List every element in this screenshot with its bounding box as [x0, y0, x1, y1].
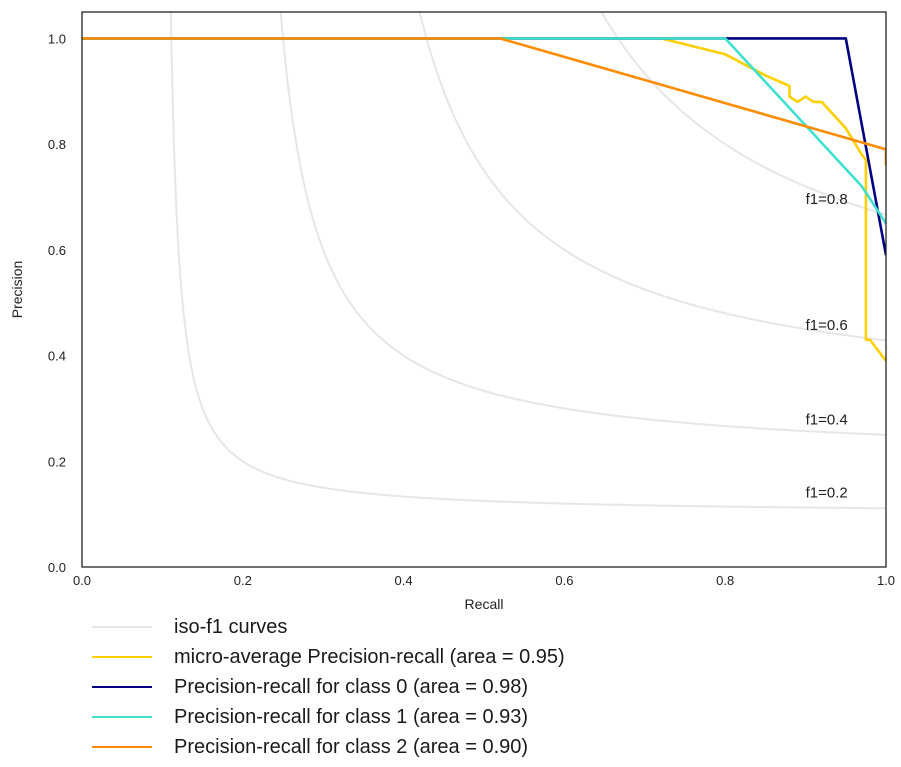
legend-swatch [92, 626, 152, 628]
legend-label: Precision-recall for class 2 (area = 0.9… [174, 735, 529, 758]
y-tick-label: 0.0 [48, 560, 66, 575]
y-tick-label: 0.6 [48, 243, 66, 258]
pr-chart: 0.0 0.2 0.4 0.6 0.8 1.0 0.0 0.2 0.4 0.6 0.8 1.0 f1… [9, 11, 895, 610]
x-tick-label: 0.0 [73, 573, 91, 588]
x-tick-label: 0.4 [395, 573, 413, 588]
iso-f1-curve [418, 12, 886, 342]
series-line [82, 37, 886, 256]
legend-item-class-0: Precision-recall for class 0 (area = 0.9… [92, 672, 565, 702]
legend-label: iso-f1 curves [174, 615, 288, 638]
x-axis-ticks: 0.0 0.2 0.4 0.6 0.8 1.0 [73, 573, 895, 588]
y-tick-label: 0.2 [48, 454, 66, 469]
legend: iso-f1 curves micro-average Precision-re… [92, 612, 565, 762]
series-line [82, 37, 886, 362]
legend-swatch [92, 686, 152, 688]
plot-frame [81, 11, 887, 568]
x-axis-label: Recall [465, 596, 504, 610]
x-tick-label: 0.6 [555, 573, 573, 588]
iso-f1-curve [279, 12, 886, 436]
y-axis-ticks: 0.0 0.2 0.4 0.6 0.8 1.0 [48, 31, 66, 575]
legend-swatch [92, 656, 152, 658]
legend-swatch [92, 716, 152, 718]
legend-item-micro-average: micro-average Precision-recall (area = 0… [92, 642, 565, 672]
iso-f1-label: f1=0.8 [806, 191, 848, 208]
iso-f1-label: f1=0.4 [806, 411, 848, 428]
x-tick-label: 0.2 [234, 573, 252, 588]
legend-label: Precision-recall for class 1 (area = 0.9… [174, 705, 529, 728]
legend-swatch [92, 746, 152, 748]
iso-f1-curve [169, 12, 886, 510]
legend-label: micro-average Precision-recall (area = 0… [174, 645, 565, 668]
iso-f1-label: f1=0.6 [806, 317, 848, 334]
y-tick-label: 1.0 [48, 31, 66, 46]
y-tick-label: 0.4 [48, 349, 66, 364]
series-line [82, 37, 886, 166]
legend-item-class-1: Precision-recall for class 1 (area = 0.9… [92, 702, 565, 732]
pr-series [82, 37, 886, 362]
legend-item-iso-f1: iso-f1 curves [92, 612, 565, 642]
x-tick-label: 0.8 [716, 573, 734, 588]
iso-f1-labels: f1=0.2 f1=0.4 f1=0.6 f1=0.8 [806, 191, 848, 502]
iso-f1-curve [600, 12, 886, 216]
legend-label: Precision-recall for class 0 (area = 0.9… [174, 675, 529, 698]
iso-f1-label: f1=0.2 [806, 485, 848, 502]
x-tick-label: 1.0 [877, 573, 895, 588]
legend-item-class-2: Precision-recall for class 2 (area = 0.9… [92, 732, 565, 762]
y-tick-label: 0.8 [48, 137, 66, 152]
y-axis-label: Precision [9, 261, 25, 319]
iso-f1-curves [169, 12, 886, 510]
series-line [82, 37, 886, 225]
